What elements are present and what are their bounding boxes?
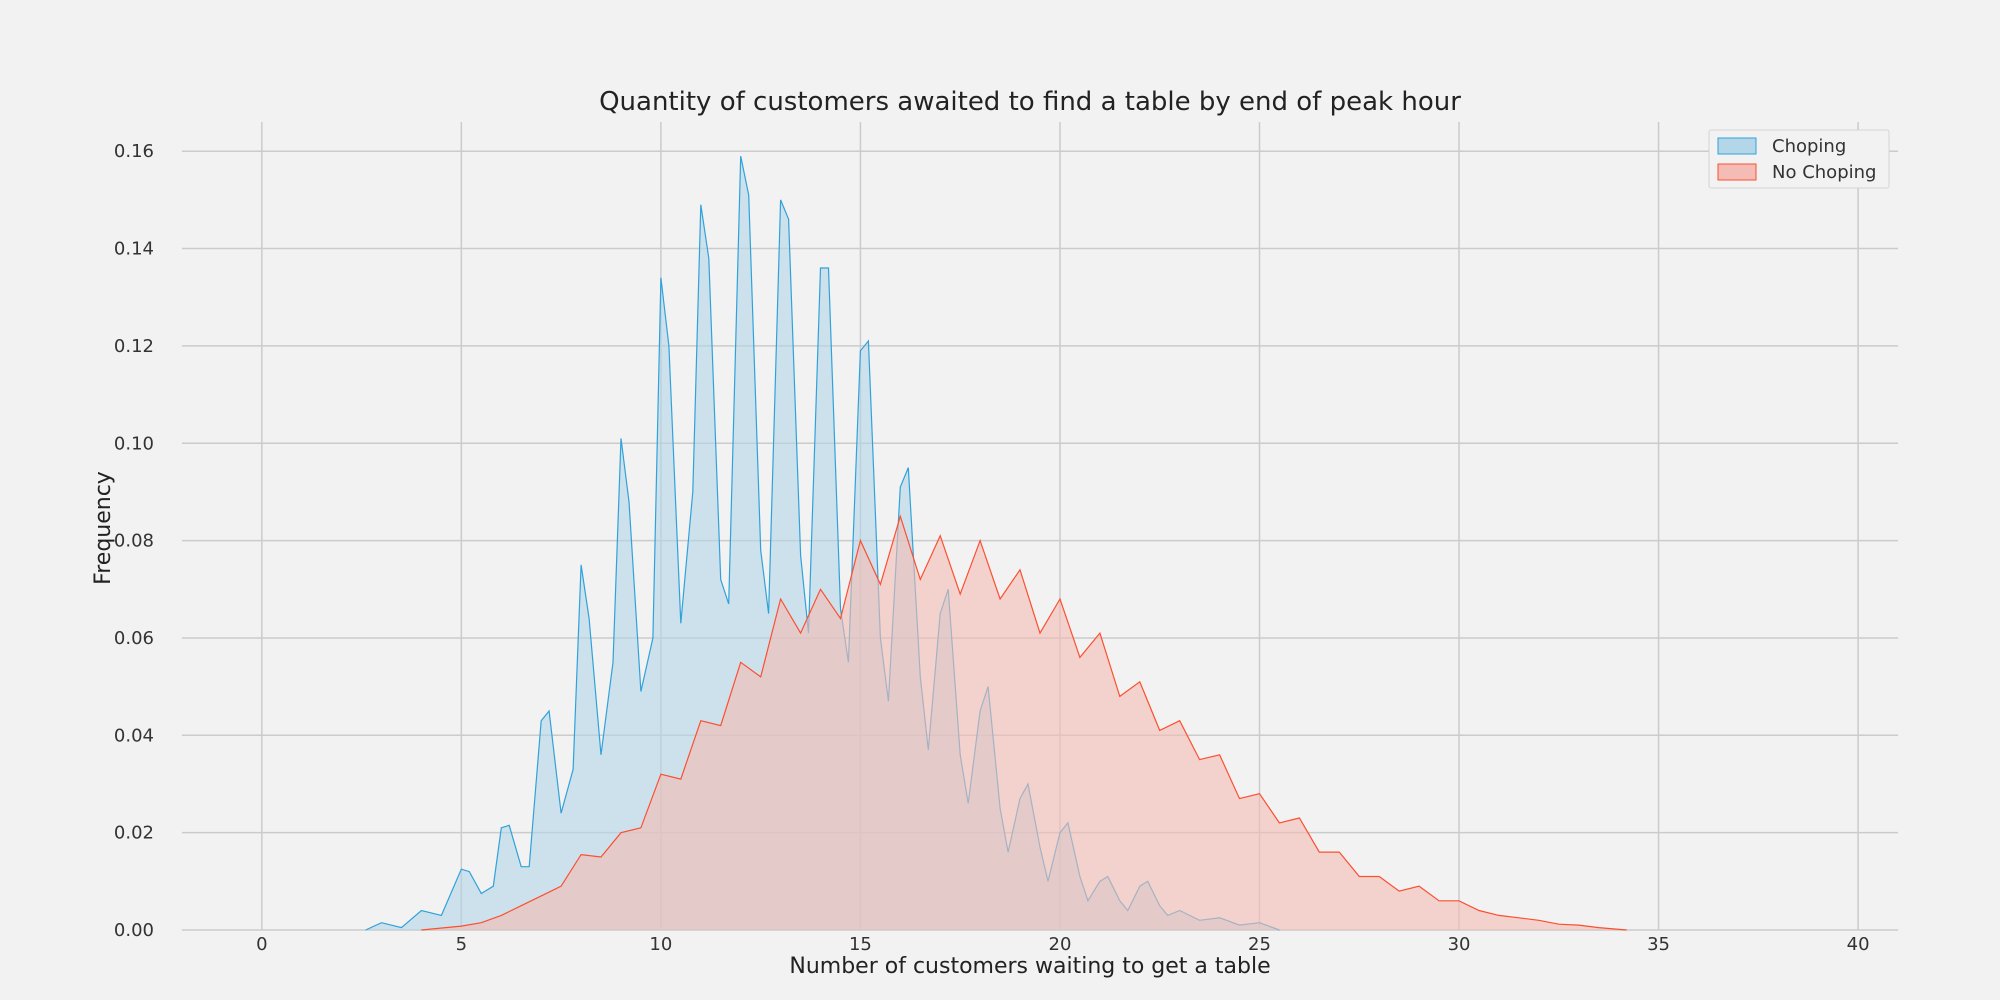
y-tick-label: 0.04 bbox=[114, 725, 154, 746]
y-axis-label: Frequency bbox=[91, 471, 116, 585]
x-tick-label: 5 bbox=[456, 934, 467, 955]
line-no-choping bbox=[421, 514, 1627, 931]
legend-swatch-no-choping bbox=[1717, 163, 1757, 181]
y-tick-label: 0.14 bbox=[114, 239, 154, 260]
y-tick-label: 0.02 bbox=[114, 823, 154, 844]
legend-label-no-choping: No Choping bbox=[1772, 162, 1876, 183]
legend: Choping No Choping bbox=[1708, 129, 1890, 189]
series-layer bbox=[365, 155, 1627, 931]
y-tick-label: 0.00 bbox=[114, 920, 154, 941]
legend-label-choping: Choping bbox=[1772, 136, 1846, 157]
x-tick-label: 0 bbox=[256, 934, 267, 955]
x-tick-label: 10 bbox=[649, 934, 672, 955]
x-tick-label: 35 bbox=[1647, 934, 1670, 955]
legend-swatch-choping bbox=[1717, 137, 1757, 155]
tick-labels: 0.00 0.02 0.04 0.06 0.08 0.10 0.12 0.14 0.16 0 5 10… bbox=[114, 141, 1870, 955]
x-tick-label: 40 bbox=[1847, 934, 1870, 955]
x-tick-label: 15 bbox=[849, 934, 872, 955]
y-tick-label: 0.16 bbox=[114, 141, 154, 162]
x-tick-label: 20 bbox=[1049, 934, 1072, 955]
y-tick-label: 0.10 bbox=[114, 433, 154, 454]
x-tick-label: 30 bbox=[1448, 934, 1471, 955]
y-tick-label: 0.08 bbox=[114, 531, 154, 552]
area-no-choping bbox=[421, 516, 1627, 930]
y-tick-label: 0.06 bbox=[114, 628, 154, 649]
x-tick-label: 25 bbox=[1248, 934, 1271, 955]
y-tick-label: 0.12 bbox=[114, 336, 154, 357]
chart-title: Quantity of customers awaited to find a … bbox=[599, 87, 1461, 117]
x-axis-label: Number of customers waiting to get a tab… bbox=[789, 954, 1270, 979]
area-choping bbox=[365, 156, 1280, 931]
